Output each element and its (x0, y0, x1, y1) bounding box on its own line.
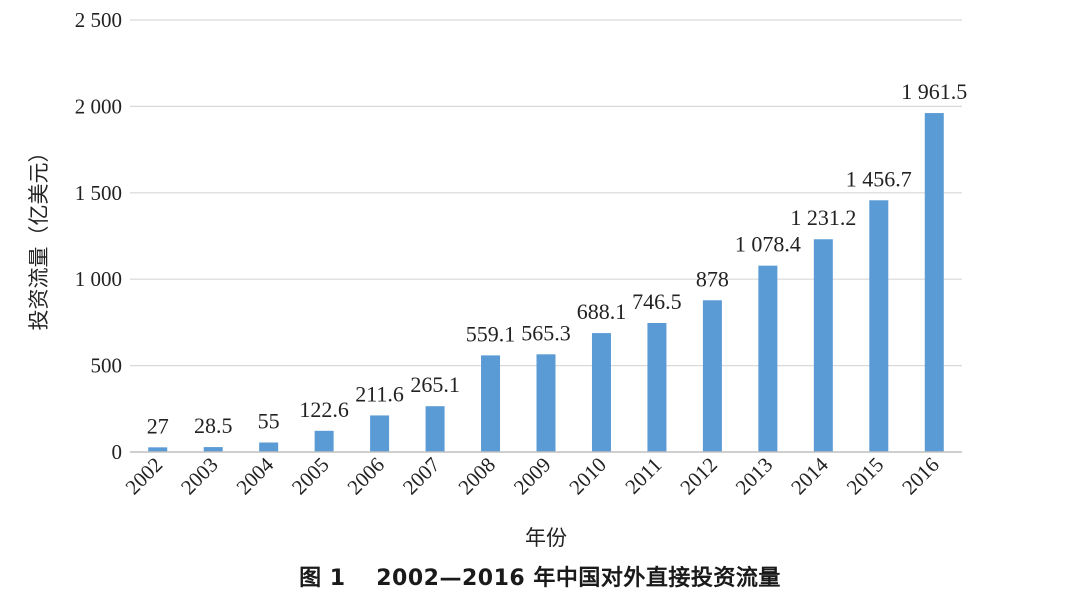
bar (869, 200, 889, 452)
data-label: 55 (258, 408, 280, 433)
bar (259, 442, 279, 452)
bar (591, 333, 611, 452)
data-label: 28.5 (194, 413, 233, 438)
data-label: 1 231.2 (790, 205, 856, 230)
data-label: 878 (696, 266, 729, 291)
data-label: 1 961.5 (901, 79, 967, 104)
bar (758, 265, 778, 452)
x-tick-label: 2002 (121, 453, 168, 500)
data-label: 1 456.7 (846, 166, 912, 191)
data-label: 211.6 (355, 381, 404, 406)
x-tick-label: 2005 (287, 453, 334, 500)
data-label: 559.1 (466, 321, 516, 346)
data-label: 1 078.4 (735, 232, 801, 257)
y-tick-label: 0 (112, 440, 123, 464)
x-tick-label: 2016 (897, 453, 944, 500)
x-tick-label: 2007 (398, 453, 445, 500)
x-tick-label: 2010 (564, 453, 611, 500)
x-tick-label: 2008 (453, 453, 500, 500)
grid-lines (130, 19, 962, 367)
x-tick-label: 2013 (731, 453, 778, 500)
x-axis-ticks: 2002 2003 2004 2005 2006 2007 2008 2009 2010 2011… (121, 452, 944, 499)
data-label: 27 (147, 413, 169, 438)
x-tick-label: 2012 (675, 453, 722, 500)
y-tick-label: 2 000 (75, 94, 122, 118)
y-axis-ticks: 0 500 1 000 1 500 2 000 2 500 (75, 8, 122, 464)
data-label: 746.5 (632, 289, 682, 314)
y-tick-label: 1 000 (75, 267, 122, 291)
bars (148, 113, 944, 453)
bar (536, 354, 556, 452)
x-axis-title: 年份 (525, 526, 567, 550)
bar (702, 300, 722, 452)
x-tick-label: 2006 (342, 453, 389, 500)
data-label: 565.3 (521, 320, 571, 345)
bar (924, 113, 944, 453)
y-axis-title: 投资流量（亿美元） (27, 142, 51, 331)
figure-caption: 图 1 2002—2016 年中国对外直接投资流量 (299, 566, 781, 591)
bar (425, 406, 445, 452)
x-tick-label: 2014 (786, 452, 833, 499)
bar (813, 239, 833, 452)
bar (148, 447, 168, 452)
x-tick-label: 2003 (176, 453, 223, 500)
y-tick-label: 1 500 (75, 181, 122, 205)
bar (314, 430, 334, 452)
bar (647, 323, 667, 452)
x-tick-label: 2009 (509, 453, 556, 500)
x-tick-label: 2015 (842, 453, 889, 500)
data-label: 122.6 (299, 397, 349, 422)
y-tick-label: 500 (91, 354, 123, 378)
data-label: 265.1 (410, 372, 460, 397)
x-tick-label: 2004 (232, 452, 279, 499)
data-label: 688.1 (577, 299, 627, 324)
bar (370, 415, 390, 452)
bar (203, 447, 223, 452)
x-tick-label: 2011 (620, 453, 666, 499)
bar (481, 355, 501, 452)
y-tick-label: 2 500 (75, 8, 122, 32)
